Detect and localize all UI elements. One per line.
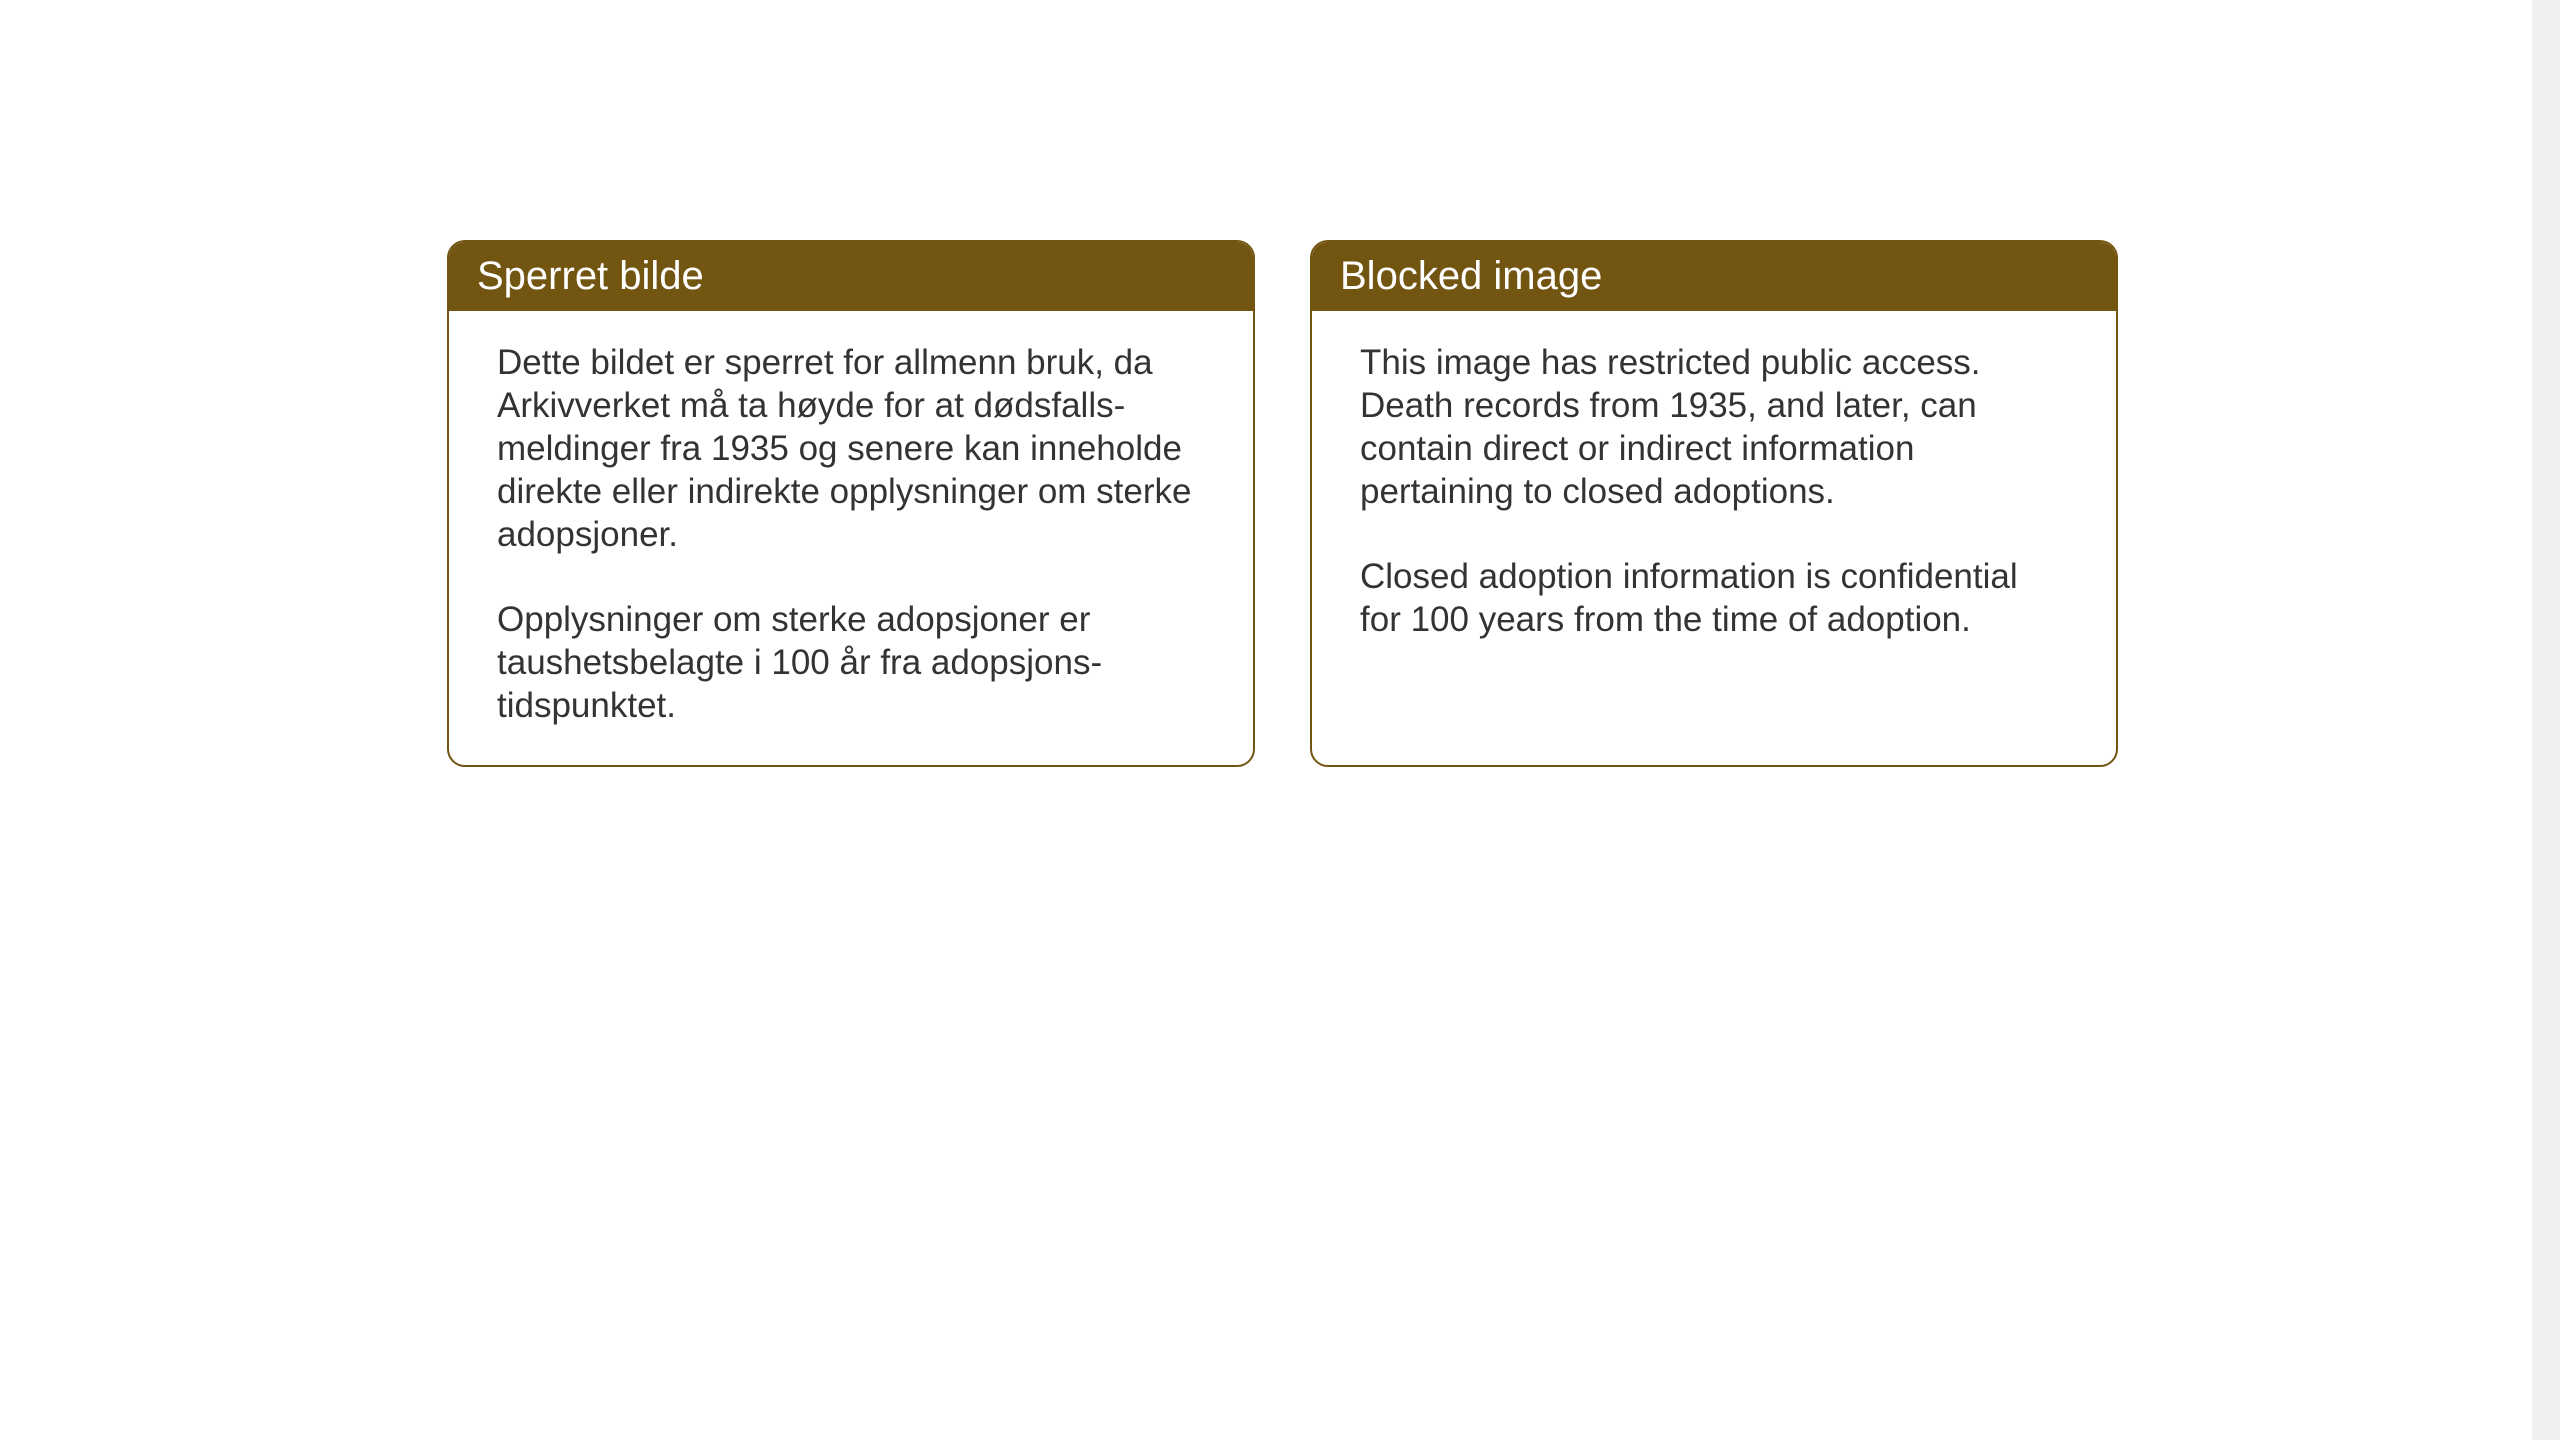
- card-title-norwegian: Sperret bilde: [477, 254, 704, 298]
- card-paragraph-2-norwegian: Opplysninger om sterke adopsjoner er tau…: [497, 598, 1205, 727]
- scrollbar[interactable]: [2532, 0, 2560, 1440]
- card-body-english: This image has restricted public access.…: [1312, 311, 2116, 729]
- notice-card-english: Blocked image This image has restricted …: [1310, 240, 2118, 767]
- card-title-english: Blocked image: [1340, 254, 1602, 298]
- card-paragraph-1-norwegian: Dette bildet er sperret for allmenn bruk…: [497, 341, 1205, 556]
- card-header-norwegian: Sperret bilde: [449, 242, 1253, 311]
- card-header-english: Blocked image: [1312, 242, 2116, 311]
- card-body-norwegian: Dette bildet er sperret for allmenn bruk…: [449, 311, 1253, 765]
- card-paragraph-2-english: Closed adoption information is confident…: [1360, 555, 2068, 641]
- card-paragraph-1-english: This image has restricted public access.…: [1360, 341, 2068, 513]
- notice-container: Sperret bilde Dette bildet er sperret fo…: [447, 240, 2118, 767]
- notice-card-norwegian: Sperret bilde Dette bildet er sperret fo…: [447, 240, 1255, 767]
